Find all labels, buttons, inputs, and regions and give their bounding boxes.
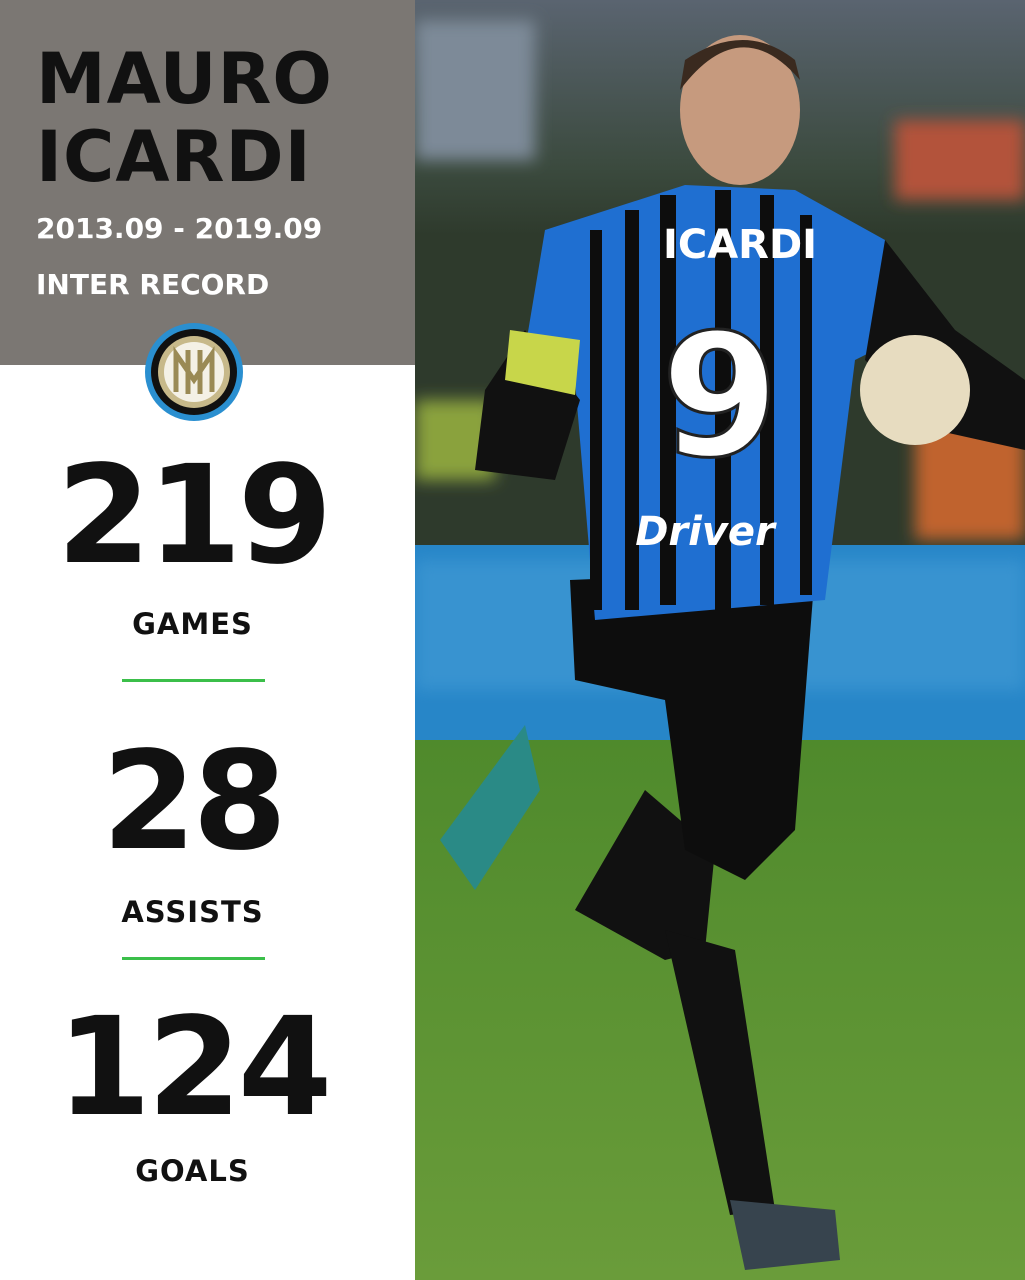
stats-panel: MAURO ICARDI 2013.09 - 2019.09 INTER REC…	[0, 0, 415, 1280]
goals-label: GOALS	[135, 1154, 250, 1188]
goals-value: 124	[56, 989, 333, 1147]
header-block: MAURO ICARDI 2013.09 - 2019.09 INTER REC…	[0, 0, 415, 365]
subtitle: INTER RECORD	[36, 268, 270, 301]
games-label: GAMES	[132, 607, 253, 641]
divider	[122, 679, 265, 682]
player: ICARDI 9 Driver	[440, 35, 1025, 1270]
divider	[122, 957, 265, 960]
shirt-name: ICARDI	[663, 222, 817, 268]
last-name: ICARDI	[36, 116, 312, 198]
games-value: 219	[56, 437, 333, 595]
shirt-number: 9	[661, 298, 779, 496]
assists-label: ASSISTS	[121, 895, 264, 929]
assists-value: 28	[101, 723, 287, 881]
shirt-sponsor: Driver	[635, 509, 777, 555]
period: 2013.09 - 2019.09	[36, 212, 323, 245]
first-name: MAURO	[36, 38, 333, 120]
player-photo: ICARDI 9 Driver	[415, 0, 1025, 1280]
inter-crest-icon	[145, 323, 243, 421]
